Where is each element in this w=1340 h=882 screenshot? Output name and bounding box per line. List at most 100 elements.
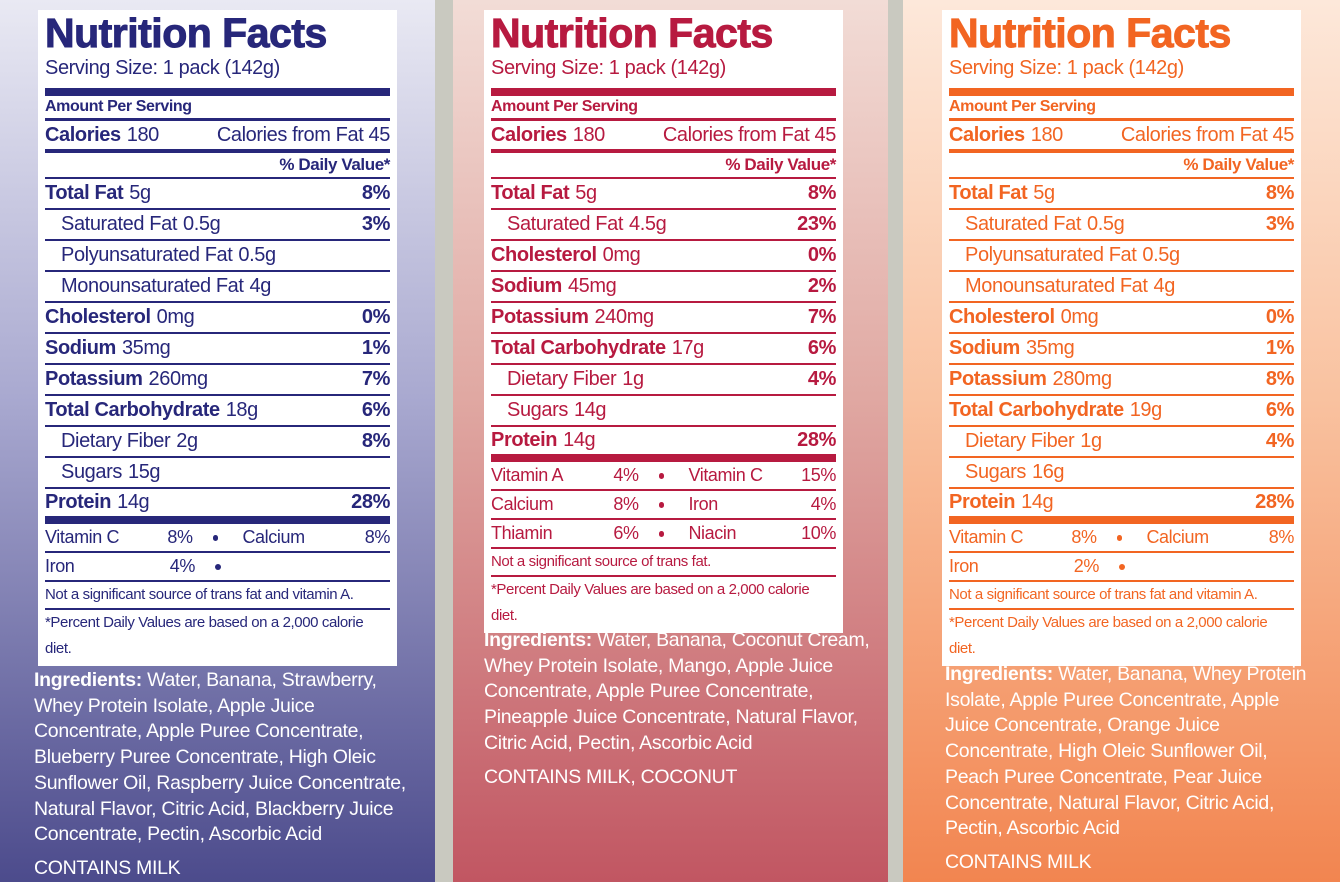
nutrient-row: Dietary Fiber 2g 8% — [45, 427, 390, 458]
nutrient-name: Protein — [491, 429, 558, 451]
nutrient-amount: 0.5g — [182, 213, 221, 235]
bullet — [658, 530, 665, 537]
daily-value-header: % Daily Value* — [949, 153, 1294, 179]
nutrient-amount: 14g — [573, 399, 607, 421]
vitamin: Iron 4% — [45, 556, 195, 577]
ingredients: Ingredients: Water, Banana, Strawberry, … — [34, 668, 419, 882]
footnote: Not a significant source of trans fat. — [491, 549, 836, 577]
nutrient: Potassium 240mg — [491, 306, 654, 329]
nutrient-amount: 35mg — [1025, 337, 1075, 359]
nutrient-row: Saturated Fat 0.5g 3% — [45, 210, 390, 241]
nutrient: Sugars 16g — [949, 461, 1065, 484]
nutrient: Sodium 45mg — [491, 275, 617, 298]
nutrient-row: Total Fat 5g 8% — [45, 179, 390, 210]
nutrient-row: Cholesterol 0mg 0% — [949, 303, 1294, 334]
vitamin-value: 10% — [801, 523, 836, 543]
daily-value: 0% — [361, 306, 391, 328]
vitamin-name: Iron — [688, 494, 718, 514]
serving-size: Serving Size: 1 pack (142g) — [45, 57, 280, 79]
nutrient-amount: 0.5g — [1142, 244, 1180, 266]
daily-value: 3% — [361, 213, 391, 235]
nutrient-amount: 14g — [1021, 491, 1054, 513]
daily-value: 7% — [807, 306, 837, 328]
nutrient-row: Potassium 280mg 8% — [949, 365, 1294, 396]
nutrient: Monounsaturated Fat 4g — [949, 275, 1175, 298]
nutrient: Cholesterol 0mg — [949, 306, 1099, 329]
nutrient-amount: 4g — [249, 275, 272, 297]
nutrient-amount: 19g — [1129, 399, 1163, 421]
ingredients-list: Water, Banana, Coconut Cream, Whey Prote… — [484, 629, 870, 754]
nutrient-amount: 14g — [117, 491, 150, 513]
nutrient-row: Saturated Fat 0.5g 3% — [949, 210, 1294, 241]
daily-value: 4% — [807, 368, 837, 390]
nutrient-row: Cholesterol 0mg 0% — [45, 303, 390, 334]
vitamin-value: 4% — [169, 556, 196, 576]
daily-value: 8% — [361, 182, 391, 204]
vitamin-name: Vitamin A — [491, 465, 564, 485]
nutrient-name: Cholesterol — [949, 306, 1055, 328]
nutrient: Monounsaturated Fat 4g — [45, 275, 271, 298]
nutrient-row: Cholesterol 0mg 0% — [491, 241, 836, 272]
nutrient: Dietary Fiber 2g — [45, 430, 198, 453]
allergen-statement: CONTAINS MILK — [945, 850, 1092, 873]
vitamin-value: 8% — [1071, 527, 1097, 547]
nutrient: Sugars 15g — [45, 461, 161, 484]
bullet — [658, 472, 665, 479]
vitamin-name: Niacin — [688, 523, 737, 543]
vitamin-name: Calcium — [242, 527, 305, 547]
daily-value-header: % Daily Value* — [491, 153, 836, 179]
ingredients: Ingredients: Water, Banana, Whey Protein… — [945, 662, 1320, 876]
vitamin-row: Calcium 8% Iron 4% — [491, 491, 836, 520]
nutrient-name: Potassium — [949, 368, 1047, 390]
vitamin: Calcium 8% — [1146, 527, 1294, 548]
vitamin-row: Vitamin C 8% Calcium 8% — [949, 524, 1294, 553]
nutrient: Protein 14g — [491, 429, 596, 452]
calories-row: Calories 180 Calories from Fat 45 — [491, 121, 836, 149]
amount-header: Amount Per Serving — [949, 96, 1294, 121]
daily-value-header: % Daily Value* — [45, 153, 390, 179]
vitamin: Vitamin C 8% — [949, 527, 1097, 548]
daily-value: 8% — [1265, 182, 1295, 204]
daily-value: 6% — [361, 399, 391, 421]
nutrient: Saturated Fat 4.5g — [491, 213, 667, 236]
serving-size: Serving Size: 1 pack (142g) — [491, 57, 726, 79]
ingredients: Ingredients: Water, Banana, Coconut Crea… — [484, 628, 874, 790]
rule — [45, 149, 390, 153]
vitamin: Thiamin 6% — [491, 523, 639, 544]
nutrient-row: Total Fat 5g 8% — [491, 179, 836, 210]
nutrient: Total Fat 5g — [949, 182, 1055, 205]
nutrient-row: Monounsaturated Fat 4g — [45, 272, 390, 303]
nutrient-amount: 5g — [1033, 182, 1055, 204]
nutrient: Total Carbohydrate 18g — [45, 399, 258, 422]
daily-value: 6% — [807, 337, 837, 359]
vitamin-row: Vitamin C 8% Calcium 8% — [45, 524, 390, 553]
nutrient-name: Monounsaturated Fat — [965, 275, 1148, 297]
nutrient: Total Carbohydrate 17g — [491, 337, 704, 360]
daily-value: 8% — [807, 182, 837, 204]
rule — [491, 149, 836, 153]
nutrient-amount: 4g — [1153, 275, 1176, 297]
vitamin-row: Iron 4% — [45, 553, 390, 582]
nutrient-name: Total Carbohydrate — [949, 399, 1124, 421]
daily-value: 28% — [351, 491, 390, 513]
nutrient-name: Total Fat — [491, 182, 570, 204]
serving-size: Serving Size: 1 pack (142g) — [949, 57, 1184, 79]
nutrient: Sodium 35mg — [949, 337, 1075, 360]
nutrient-name: Saturated Fat — [61, 213, 177, 235]
nutrient: Saturated Fat 0.5g — [949, 213, 1125, 236]
label-title: Nutrition Facts — [491, 10, 774, 57]
nutrient: Protein 14g — [949, 491, 1054, 514]
daily-value: 28% — [1255, 491, 1294, 513]
nutrient-amount: 0mg — [156, 306, 195, 328]
nutrient-amount: 45mg — [567, 275, 617, 297]
calories: Calories 180 — [491, 124, 605, 147]
amount-header: Amount Per Serving — [45, 96, 390, 121]
daily-value: 0% — [807, 244, 837, 266]
nutrient-amount: 260mg — [148, 368, 209, 390]
nutrient-amount: 16g — [1031, 461, 1065, 483]
nutrient-row: Protein 14g 28% — [45, 489, 390, 524]
nutrient-row: Sodium 45mg 2% — [491, 272, 836, 303]
nutrient: Total Fat 5g — [491, 182, 597, 205]
nutrition-label: Nutrition Facts Serving Size: 1 pack (142… — [484, 10, 843, 633]
rule — [949, 88, 1294, 96]
